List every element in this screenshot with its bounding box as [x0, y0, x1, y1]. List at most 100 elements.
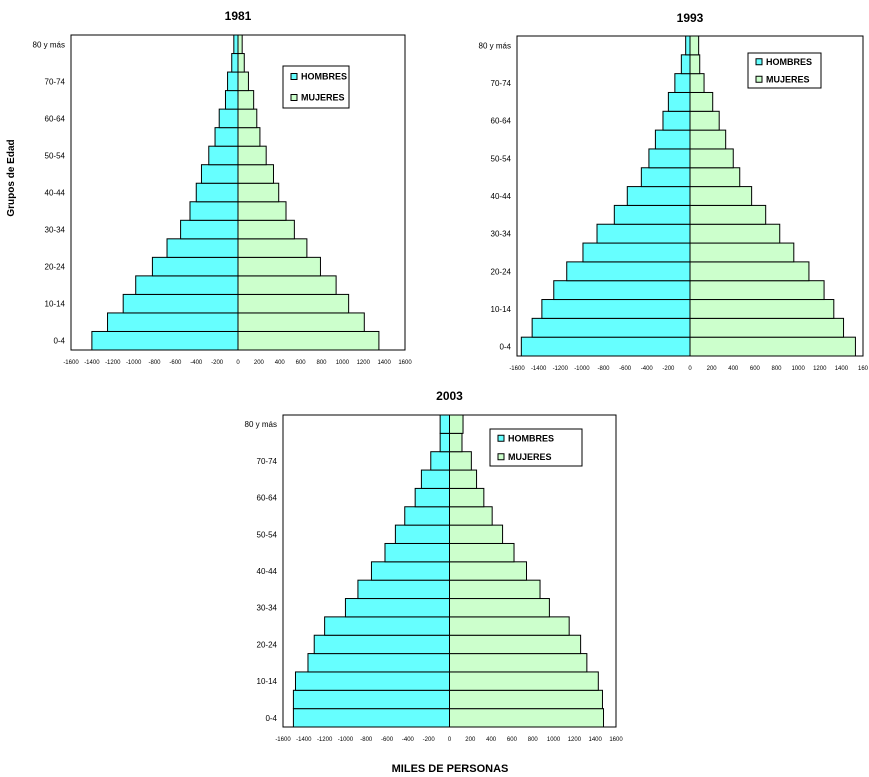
- bar-mujeres: [237, 275, 337, 295]
- y-tick-label: 0-4: [265, 714, 277, 723]
- bar-mujeres: [449, 616, 570, 636]
- x-tick-label: -1600: [275, 737, 291, 743]
- y-tick-label: 40-44: [257, 567, 278, 576]
- bar-mujeres: [689, 242, 795, 263]
- bar-mujeres: [449, 634, 582, 655]
- legend-label: HOMBRES: [508, 433, 554, 443]
- legend-swatch: [290, 73, 298, 80]
- y-tick-label: 50-54: [491, 154, 512, 163]
- x-tick-label: -800: [360, 737, 373, 743]
- y-tick-label: 0-4: [499, 343, 511, 352]
- bar-mujeres: [689, 186, 753, 206]
- bar-hombres: [613, 204, 691, 225]
- bar-hombres: [357, 579, 450, 600]
- chart-title: 1993: [677, 11, 704, 25]
- x-tick-label: -1200: [317, 737, 333, 743]
- bar-hombres: [414, 487, 450, 508]
- x-tick-label: -600: [169, 360, 182, 366]
- bar-mujeres: [689, 35, 700, 56]
- legend-swatch: [497, 434, 505, 442]
- bar-hombres: [313, 634, 450, 655]
- x-tick-label: -200: [211, 360, 224, 366]
- bar-mujeres: [237, 201, 287, 221]
- bar-mujeres: [449, 671, 599, 691]
- bar-hombres: [520, 336, 691, 357]
- x-tick-label: 400: [275, 360, 286, 366]
- bar-hombres: [151, 256, 239, 277]
- x-tick-label: -400: [641, 366, 654, 372]
- bar-hombres: [404, 506, 450, 526]
- bar-mujeres: [449, 414, 464, 434]
- x-tick-label: -1600: [63, 360, 79, 366]
- bar-mujeres: [237, 182, 280, 203]
- bar-mujeres: [237, 127, 261, 147]
- x-tick-label: 600: [507, 737, 518, 743]
- bar-hombres: [674, 73, 691, 93]
- bar-hombres: [208, 145, 239, 166]
- bar-mujeres: [689, 54, 701, 75]
- bar-hombres: [292, 689, 450, 710]
- legend-box: [489, 428, 583, 467]
- y-tick-label: 70-74: [491, 79, 512, 88]
- x-tick-label: -600: [619, 366, 632, 372]
- y-tick-label: 30-34: [257, 604, 278, 613]
- x-tick-label: 1200: [813, 366, 827, 372]
- legend-label: MUJERES: [508, 452, 552, 462]
- x-tick-label: 160: [858, 366, 869, 372]
- y-axis-title: Grupos de Edad: [6, 139, 17, 216]
- y-tick-label: 30-34: [45, 226, 66, 235]
- x-tick-label: 400: [728, 366, 739, 372]
- y-tick-label: 0-4: [53, 337, 65, 346]
- bar-hombres: [662, 110, 691, 131]
- y-tick-label: 50-54: [45, 151, 66, 160]
- chart-title: 2003: [436, 389, 463, 403]
- bar-hombres: [233, 34, 239, 55]
- bar-hombres: [654, 129, 691, 150]
- x-tick-label: 200: [254, 360, 265, 366]
- legend-swatch: [755, 75, 763, 83]
- bar-hombres: [384, 542, 451, 563]
- y-tick-label: 20-24: [45, 263, 66, 272]
- bar-hombres: [344, 598, 450, 618]
- bar-mujeres: [237, 238, 308, 258]
- bar-hombres: [439, 414, 450, 434]
- x-tick-label: 0: [236, 360, 240, 366]
- x-tick-label: -1400: [531, 366, 547, 372]
- y-tick-label: 10-14: [45, 300, 66, 309]
- bar-hombres: [541, 299, 691, 319]
- bar-mujeres: [689, 167, 741, 188]
- x-tick-label: 0: [448, 737, 452, 743]
- bar-mujeres: [449, 451, 472, 471]
- x-tick-label: 1600: [609, 737, 623, 743]
- x-tick-label: 0: [688, 366, 692, 372]
- bar-mujeres: [237, 256, 321, 277]
- bar-hombres: [195, 182, 239, 203]
- x-axis-title: MILES DE PERSONAS: [392, 763, 509, 775]
- x-tick-label: 1200: [357, 360, 371, 366]
- bar-mujeres: [237, 34, 243, 55]
- legend-swatch: [755, 58, 763, 66]
- bar-mujeres: [689, 110, 720, 131]
- legend-label: HOMBRES: [766, 57, 812, 67]
- y-tick-label: 20-24: [491, 267, 512, 276]
- x-tick-label: 1000: [791, 366, 805, 372]
- bar-hombres: [231, 53, 239, 73]
- bar-mujeres: [449, 689, 603, 710]
- bar-hombres: [224, 90, 239, 110]
- x-tick-label: -1400: [84, 360, 100, 366]
- x-tick-label: -400: [402, 737, 415, 743]
- bar-hombres: [166, 238, 239, 258]
- bar-hombres: [218, 108, 239, 129]
- x-tick-label: -1000: [574, 366, 590, 372]
- x-tick-label: -800: [597, 366, 610, 372]
- bar-hombres: [531, 317, 691, 338]
- x-tick-label: 200: [465, 737, 476, 743]
- y-tick-label: 50-54: [257, 530, 278, 539]
- bar-mujeres: [449, 469, 478, 489]
- y-tick-label: 10-14: [257, 677, 278, 686]
- bar-hombres: [180, 219, 239, 240]
- bar-mujeres: [237, 108, 258, 129]
- bar-mujeres: [237, 145, 267, 166]
- bar-hombres: [200, 164, 239, 184]
- y-tick-label: 10-14: [491, 305, 512, 314]
